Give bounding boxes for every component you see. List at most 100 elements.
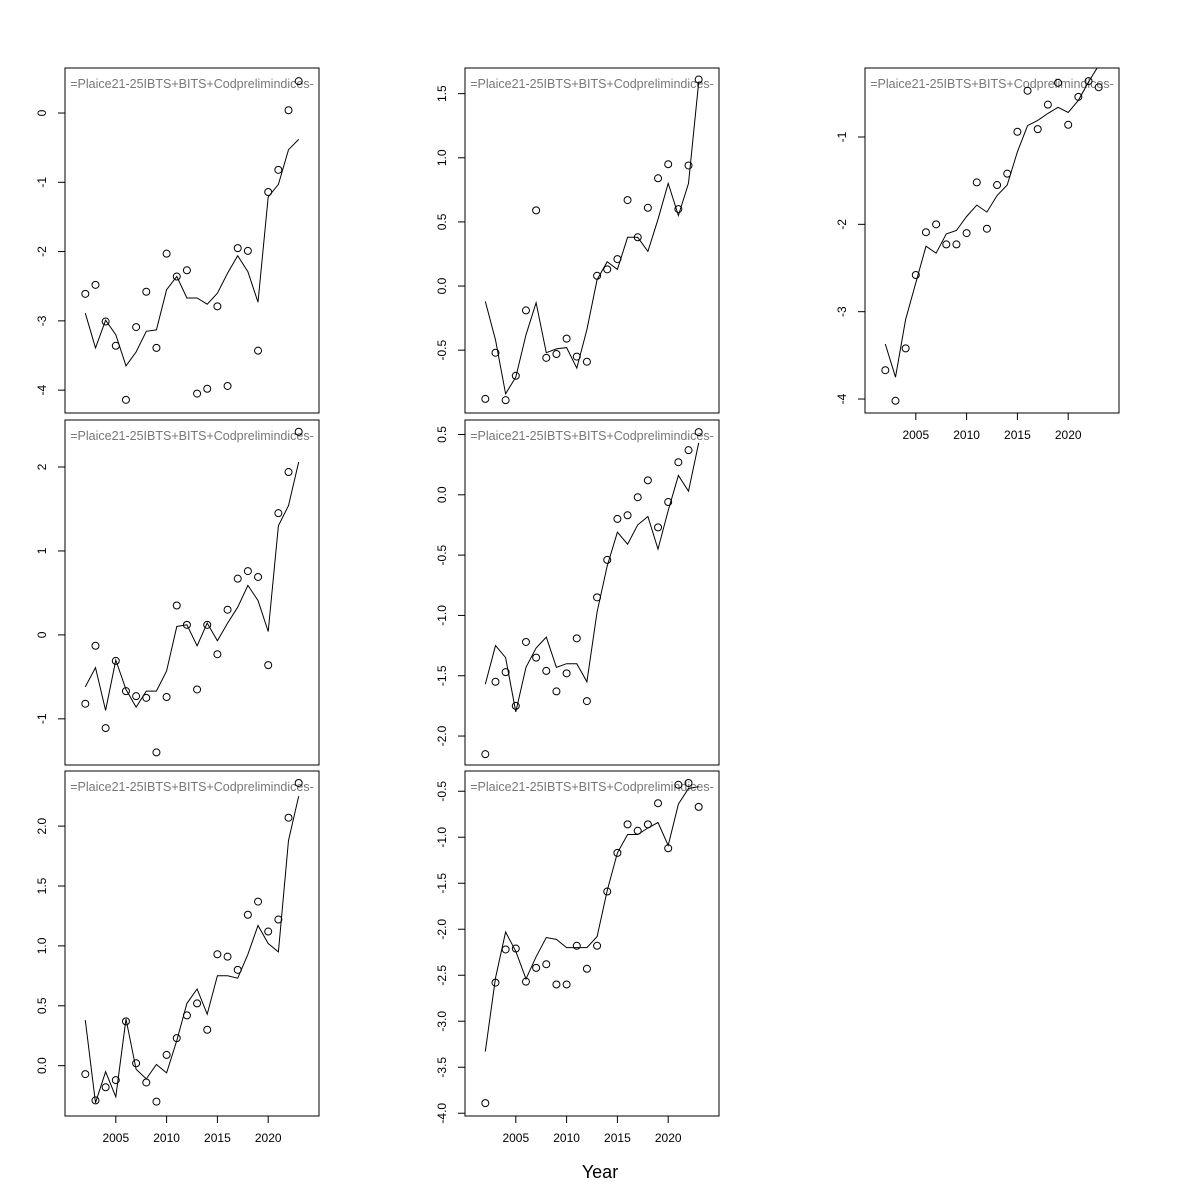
panel-title: =Plaice21-25IBTS+BITS+Codprelimindices- (470, 77, 714, 91)
observed-point (172, 601, 181, 610)
observed-point (613, 848, 622, 857)
x-axis-label: Year (582, 1162, 618, 1182)
observed-point (501, 396, 510, 405)
y-tick-label: -1.0 (435, 827, 449, 848)
observed-point (932, 220, 941, 229)
observed-point (223, 605, 232, 614)
y-tick-label: -1.0 (435, 605, 449, 626)
observed-point (81, 289, 90, 298)
observed-point (881, 366, 890, 375)
x-tick-label: 2010 (953, 428, 980, 442)
plot-frame (864, 67, 1120, 414)
y-tick-label: 0 (35, 109, 49, 116)
observed-point (284, 813, 293, 822)
observed-point (542, 353, 551, 362)
fitted-line (484, 786, 699, 1052)
observed-point (132, 323, 141, 332)
y-tick-label: -1.5 (435, 665, 449, 686)
fitted-line (84, 796, 300, 1103)
fitted-line (84, 461, 300, 711)
y-tick-label: -2 (835, 219, 849, 230)
x-tick-label: 2010 (553, 1131, 580, 1145)
y-tick-label: -2 (35, 246, 49, 257)
observed-point (1094, 83, 1103, 92)
observed-point (911, 271, 920, 279)
observed-point (233, 244, 242, 253)
observed-point (223, 381, 232, 390)
observed-point (203, 620, 212, 629)
y-tick-label: -1 (35, 713, 49, 724)
observed-point (664, 160, 673, 169)
fitted-line (484, 442, 700, 713)
observed-point (532, 206, 541, 215)
observed-point (81, 699, 90, 708)
observed-point (593, 941, 602, 950)
y-tick-label: 1.0 (35, 937, 49, 954)
plot-frame (464, 770, 720, 1117)
observed-point (91, 280, 100, 289)
observed-point (891, 396, 900, 405)
observed-point (511, 701, 520, 710)
observed-point (101, 317, 110, 326)
fitted-line (484, 82, 700, 396)
observed-point (101, 724, 110, 733)
observed-point (582, 697, 591, 706)
y-tick-label: -0.5 (435, 781, 449, 802)
observed-point (243, 910, 252, 919)
y-tick-label: -0.5 (435, 339, 449, 360)
panel-title: =Plaice21-25IBTS+BITS+Codprelimindices- (70, 77, 314, 91)
observed-point (193, 389, 202, 398)
y-tick-label: -3.5 (435, 1057, 449, 1078)
observed-point (91, 641, 100, 650)
plot-area: =Plaice21-25IBTS+BITS+Codprelimindices- (70, 427, 314, 757)
y-tick-label: -1.5 (435, 873, 449, 894)
x-tick-label: 2020 (655, 1131, 682, 1145)
observed-point (274, 509, 283, 518)
observed-point (674, 780, 683, 789)
observed-point (491, 348, 500, 357)
y-tick-label: -3.0 (435, 1011, 449, 1032)
observed-point (552, 350, 561, 359)
observed-point (643, 203, 652, 212)
observed-point (142, 287, 151, 296)
observed-point (982, 224, 991, 233)
plot-area: =Plaice21-25IBTS+BITS+Codprelimindices- (870, 68, 1114, 405)
y-tick-label: -3 (35, 315, 49, 326)
plot-area: =Plaice21-25IBTS+BITS+Codprelimindices- (70, 77, 314, 404)
observed-point (294, 427, 303, 436)
observed-point (294, 77, 303, 86)
y-tick-label: 0.0 (35, 1057, 49, 1074)
observed-point (274, 915, 283, 924)
plot-area: =Plaice21-25IBTS+BITS+Codprelimindices- (470, 75, 714, 405)
observed-point (1084, 77, 1093, 86)
observed-point (942, 240, 951, 249)
observed-point (193, 685, 202, 694)
observed-point (1033, 125, 1042, 134)
panel-title: =Plaice21-25IBTS+BITS+Codprelimindices- (870, 77, 1114, 91)
observed-point (213, 302, 222, 311)
y-tick-label: 0.5 (435, 426, 449, 443)
plot-area: =Plaice21-25IBTS+BITS+Codprelimindices- (470, 428, 714, 759)
observed-point (654, 174, 663, 183)
observed-point (233, 574, 242, 583)
panel-title: =Plaice21-25IBTS+BITS+Codprelimindices- (70, 780, 314, 794)
y-tick-label: 1.5 (435, 85, 449, 102)
observed-point (1064, 120, 1073, 129)
observed-point (654, 523, 663, 532)
observed-point (142, 1078, 151, 1087)
observed-point (213, 650, 222, 659)
observed-point (121, 395, 130, 404)
observed-point (684, 446, 693, 455)
observed-point (664, 498, 673, 507)
observed-point (132, 1059, 141, 1068)
observed-point (152, 748, 161, 757)
fitted-line (884, 68, 1098, 378)
observed-point (572, 634, 581, 643)
observed-point (284, 468, 293, 477)
observed-point (562, 669, 571, 678)
observed-point (901, 344, 910, 353)
plot-frame (64, 67, 320, 414)
x-tick-label: 2005 (502, 1131, 529, 1145)
